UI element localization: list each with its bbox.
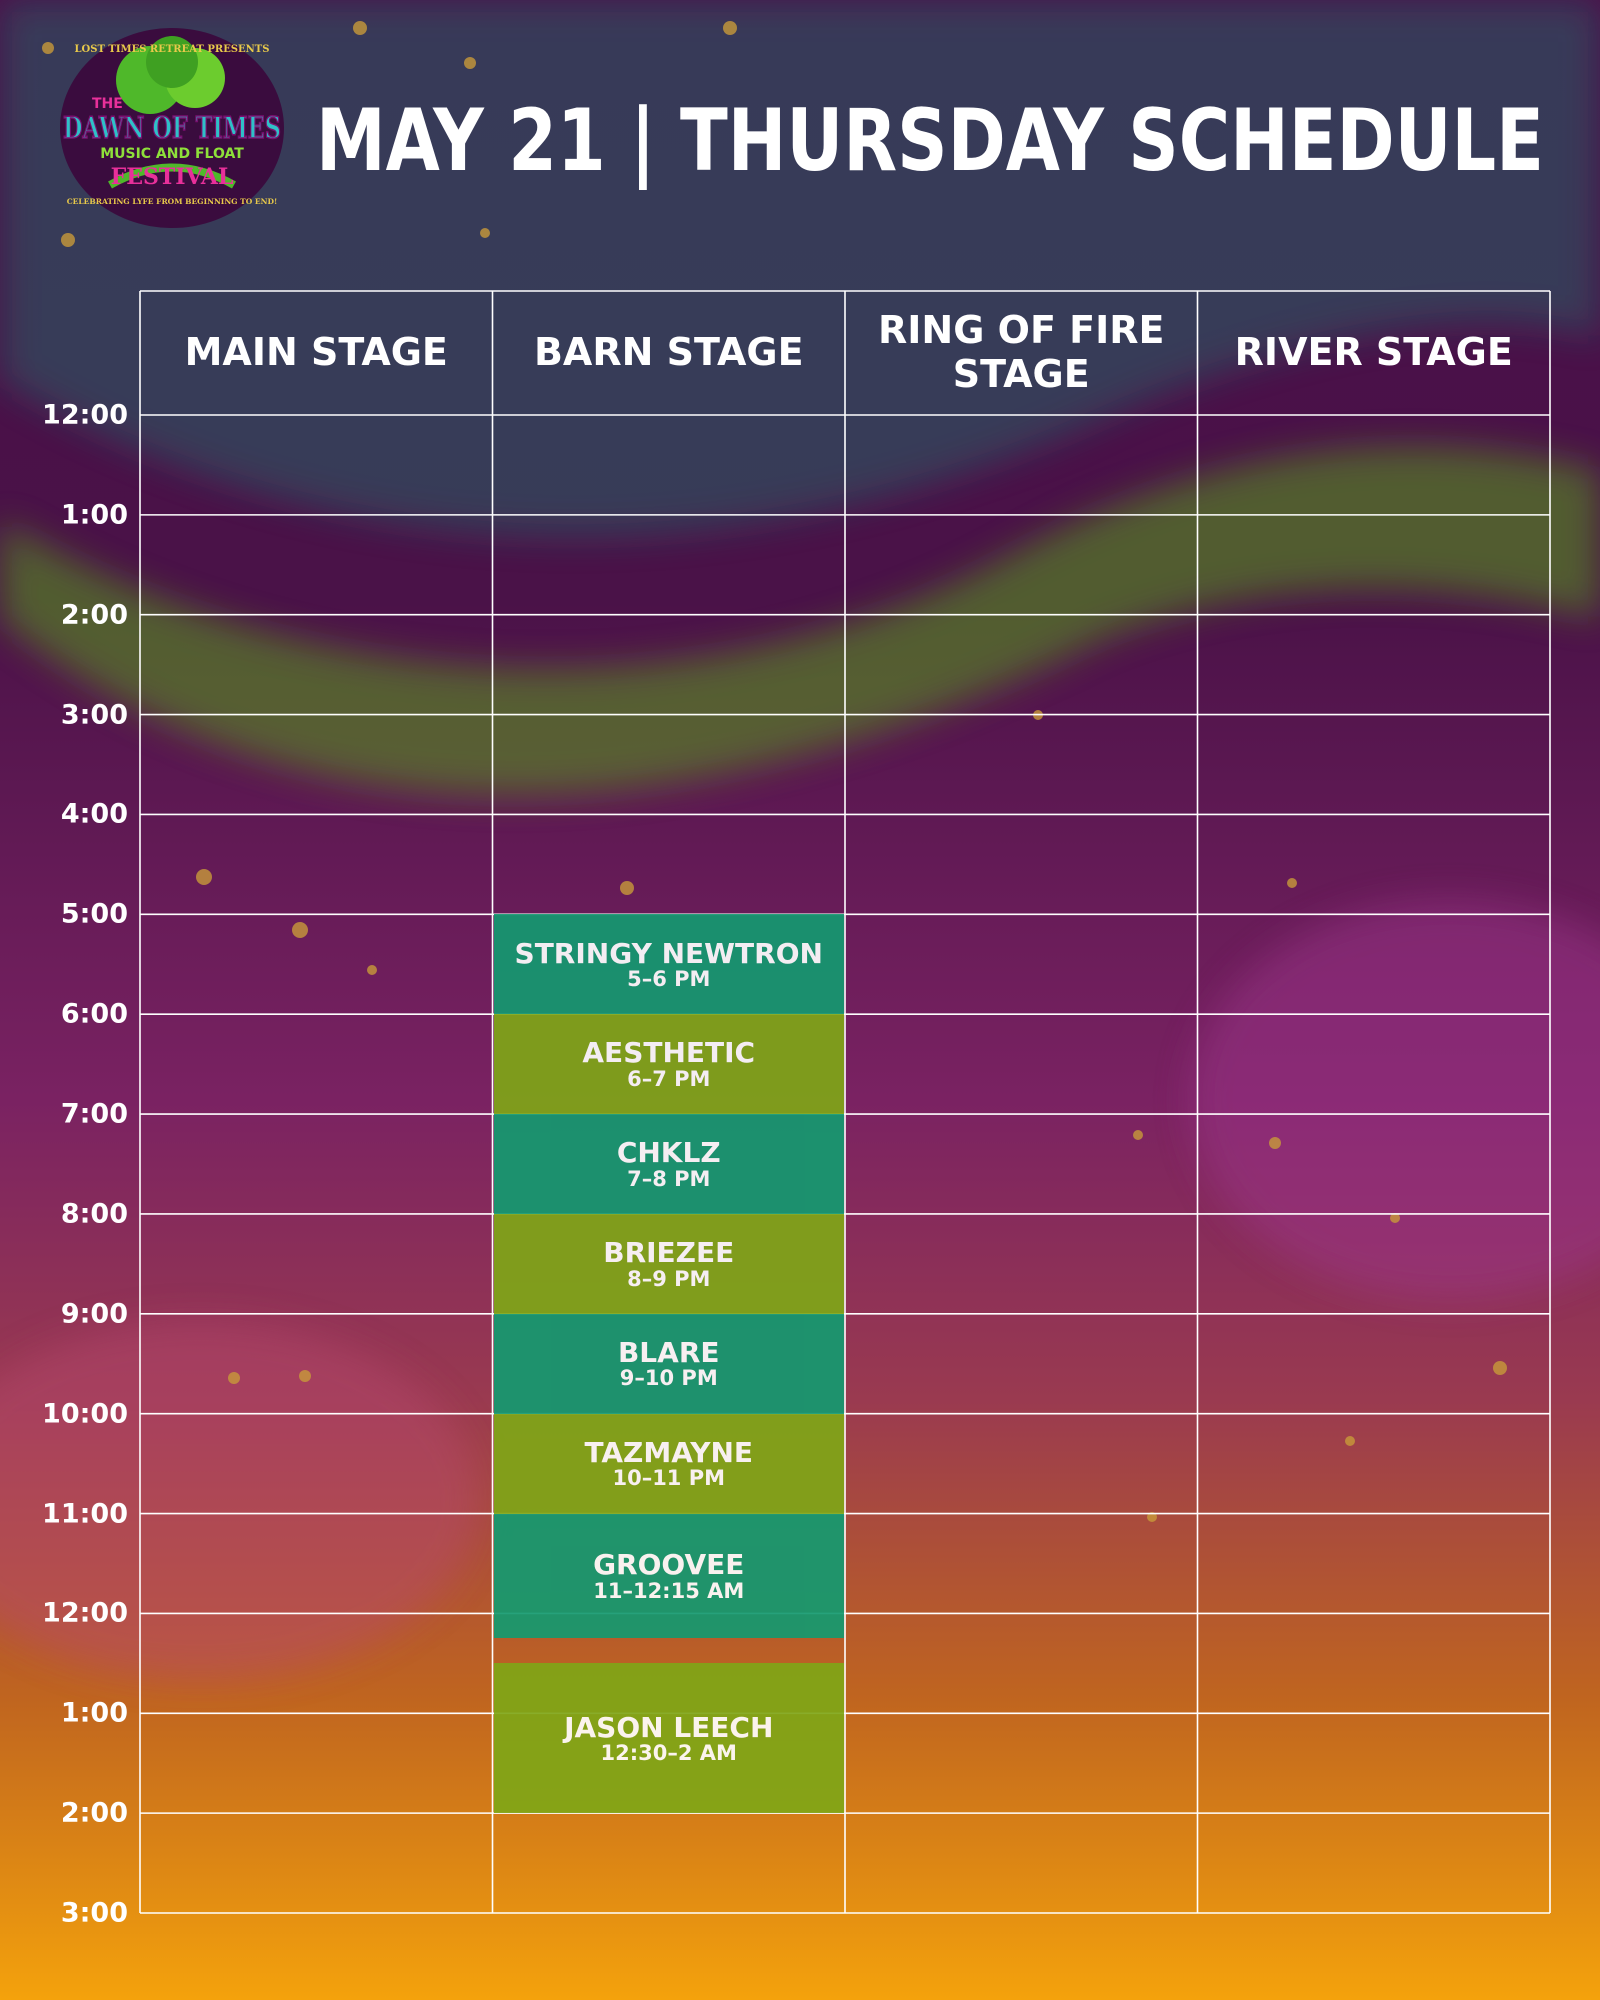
time-label: 9:00	[60, 1298, 128, 1330]
time-label: 11:00	[42, 1498, 128, 1530]
event-time: 9–10 PM	[619, 1366, 718, 1391]
time-label: 6:00	[60, 998, 128, 1030]
event-name: GROOVEE	[593, 1548, 745, 1582]
event-block: TAZMAYNE 10–11 PM	[493, 1413, 844, 1514]
event-block: BLARE 9–10 PM	[493, 1313, 844, 1414]
event-block: STRINGY NEWTRON 5–6 PM	[493, 914, 844, 1015]
time-label: 3:00	[60, 1897, 128, 1929]
event-block: GROOVEE 11–12:15 AM	[493, 1513, 844, 1639]
event-block: AESTHETIC 6–7 PM	[493, 1014, 844, 1115]
event-name: BRIEZEE	[603, 1236, 735, 1270]
title: MAY 21 | THURSDAY SCHEDULE	[316, 91, 1544, 191]
logo-tagline: CELEBRATING LYFE FROM BEGINNING TO END!	[67, 197, 278, 206]
event-time: 8–9 PM	[627, 1266, 711, 1291]
event-time: 10–11 PM	[612, 1466, 726, 1491]
event-time: 5–6 PM	[627, 966, 711, 991]
time-label: 2:00	[60, 1797, 128, 1829]
time-label: 2:00	[60, 599, 128, 631]
logo-top: LOST TIMES RETREAT PRESENTS	[75, 44, 270, 55]
time-label: 8:00	[60, 1198, 128, 1230]
logo-sub: MUSIC AND FLOAT	[100, 146, 244, 162]
event-name: AESTHETIC	[582, 1036, 756, 1070]
event-name: CHKLZ	[616, 1136, 721, 1170]
logo-name: DAWN OF TIMES	[63, 111, 281, 146]
time-label: 12:00	[42, 1597, 128, 1629]
event-time: 7–8 PM	[627, 1166, 711, 1191]
stage-header: MAIN STAGE	[184, 330, 448, 375]
event-time: 12:30–2 AM	[600, 1740, 737, 1765]
event-name: JASON LEECH	[564, 1710, 774, 1744]
event-name: TAZMAYNE	[584, 1435, 754, 1469]
event-time: 6–7 PM	[627, 1066, 711, 1091]
event-block: CHKLZ 7–8 PM	[493, 1114, 844, 1214]
logo: LOST TIMES RETREAT PRESENTS THE DAWN OF …	[60, 28, 284, 228]
event-block: JASON LEECH 12:30–2 AM	[493, 1663, 844, 1814]
event-name: BLARE	[617, 1336, 720, 1369]
event-time: 11–12:15 AM	[593, 1578, 745, 1603]
time-label: 4:00	[60, 798, 128, 830]
stage-header: RING OF FIRE STAGE	[878, 308, 1165, 396]
stage-header: BARN STAGE	[533, 330, 804, 375]
time-label: 10:00	[42, 1398, 128, 1430]
stage-header: RIVER STAGE	[1234, 330, 1513, 375]
time-label: 7:00	[60, 1098, 128, 1130]
time-label: 1:00	[60, 1697, 128, 1729]
time-label: 5:00	[60, 898, 128, 930]
event-name: STRINGY NEWTRON	[514, 936, 823, 970]
event-block: BRIEZEE 8–9 PM	[493, 1213, 844, 1314]
time-label: 3:00	[60, 699, 128, 731]
logo-the: THE	[92, 96, 123, 112]
logo-festival: FESTIVAL	[111, 164, 234, 190]
time-label: 12:00	[42, 399, 128, 431]
schedule-grid	[139, 290, 1551, 1914]
time-label: 1:00	[60, 499, 128, 531]
